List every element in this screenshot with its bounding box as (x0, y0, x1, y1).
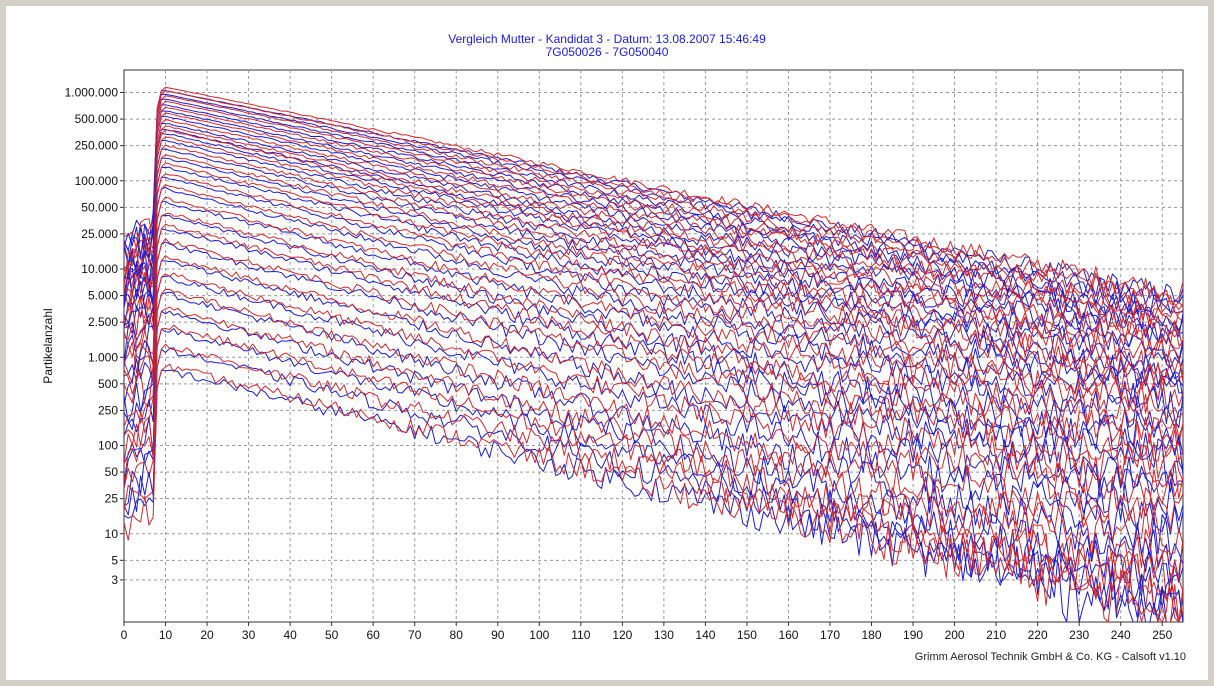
y-tick-label: 1.000 (88, 350, 118, 364)
series-line-blue (124, 176, 1183, 432)
y-tick-label: 250.000 (75, 139, 119, 153)
x-tick-label: 170 (820, 628, 840, 642)
series-line-red (124, 324, 1183, 622)
y-tick-label: 250 (98, 403, 118, 417)
series-line-blue (124, 260, 1183, 535)
series-line-red (124, 100, 1183, 322)
x-tick-label: 250 (1152, 628, 1172, 642)
series-line-blue (124, 157, 1183, 404)
series-line-red (124, 119, 1183, 351)
series-line-blue (124, 347, 1183, 622)
x-tick-label: 70 (408, 628, 422, 642)
x-tick-label: 140 (695, 628, 715, 642)
series-line-red (124, 184, 1183, 446)
series-line-blue (124, 291, 1183, 581)
y-axis-label: Partikelanzahl (41, 308, 55, 383)
x-tick-label: 30 (242, 628, 256, 642)
series-line-red (124, 154, 1183, 409)
series-line-blue (124, 187, 1183, 456)
series-line-red (124, 173, 1183, 438)
series-line-blue (124, 139, 1183, 394)
footer-credit: Grimm Aerosol Technik GmbH & Co. KG - Ca… (914, 651, 1186, 663)
y-tick-label: 3 (111, 573, 118, 587)
x-axis-ticks: 0 10 20 30 40 50 60 70 80 90 100 110 120 130 140 150 160… (121, 622, 1173, 642)
x-tick-label: 130 (654, 628, 674, 642)
x-tick-label: 220 (1028, 628, 1048, 642)
x-tick-label: 50 (325, 628, 339, 642)
y-tick-label: 2.500 (88, 315, 118, 329)
series-line-red (124, 223, 1183, 500)
chart-title: Vergleich Mutter - Kandidat 3 - Datum: 1… (448, 32, 766, 46)
series-line-red (124, 144, 1183, 395)
series-line-blue (124, 128, 1183, 369)
series-line-blue (124, 328, 1183, 622)
x-tick-label: 40 (283, 628, 297, 642)
y-tick-label: 100 (98, 439, 118, 453)
series-line-blue (124, 93, 1183, 314)
x-tick-label: 190 (903, 628, 923, 642)
x-tick-label: 120 (612, 628, 632, 642)
y-tick-label: 50 (105, 465, 119, 479)
y-tick-label: 5 (111, 553, 118, 567)
series-line-blue (124, 228, 1183, 493)
y-tick-label: 500.000 (75, 112, 119, 126)
series-line-red (124, 255, 1183, 531)
x-tick-label: 240 (1111, 628, 1131, 642)
x-tick-label: 200 (945, 628, 965, 642)
series-line-blue (124, 200, 1183, 476)
x-tick-label: 210 (986, 628, 1006, 642)
y-tick-label: 1.000.000 (65, 86, 119, 100)
series-line-red (124, 306, 1183, 601)
series-line-red (124, 343, 1183, 622)
series-line-red (124, 95, 1183, 323)
y-tick-label: 50.000 (81, 200, 118, 214)
x-tick-label: 0 (121, 628, 128, 642)
series-line-blue (124, 166, 1183, 429)
chart-subtitle: 7G050026 - 7G050040 (545, 45, 669, 59)
plot-area (123, 69, 1184, 623)
series-line-red (124, 212, 1183, 482)
series-line-red (124, 162, 1183, 419)
series-line-red (124, 129, 1183, 377)
series-line-red (124, 363, 1183, 622)
y-tick-label: 10.000 (81, 262, 118, 276)
series-line-red (124, 136, 1183, 383)
y-tick-label: 500 (98, 377, 118, 391)
series-line-blue (124, 275, 1183, 565)
x-tick-label: 100 (529, 628, 549, 642)
series-line-red (124, 106, 1183, 330)
x-tick-label: 90 (491, 628, 505, 642)
series-line-blue (124, 98, 1183, 318)
series-line-red (124, 288, 1183, 583)
series-line-red (124, 112, 1183, 346)
y-tick-label: 5.000 (88, 289, 118, 303)
x-tick-label: 60 (366, 628, 380, 642)
series-line-blue (124, 122, 1183, 361)
x-tick-label: 150 (737, 628, 757, 642)
x-tick-label: 230 (1069, 628, 1089, 642)
y-tick-label: 25 (105, 492, 119, 506)
y-tick-label: 100.000 (75, 174, 119, 188)
series-line-red (124, 86, 1183, 303)
y-axis-ticks: 1.000.000 500.000 250.000 100.000 50.000 25.0… (65, 86, 124, 587)
x-tick-label: 20 (200, 628, 214, 642)
series-line-red (124, 125, 1183, 364)
series-lines (124, 86, 1183, 622)
x-tick-label: 180 (862, 628, 882, 642)
x-tick-label: 160 (778, 628, 798, 642)
y-tick-label: 10 (105, 527, 119, 541)
y-tick-label: 25.000 (81, 227, 118, 241)
x-tick-label: 110 (571, 628, 590, 642)
x-tick-label: 80 (450, 628, 464, 642)
series-line-red (124, 90, 1183, 311)
series-line-blue (124, 241, 1183, 522)
x-tick-label: 10 (159, 628, 173, 642)
